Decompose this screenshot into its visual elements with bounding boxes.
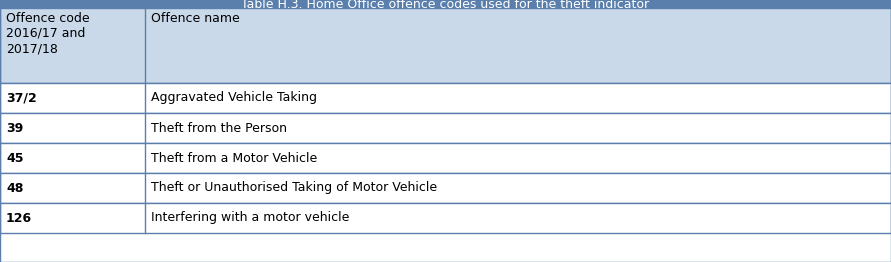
Text: 45: 45	[6, 151, 23, 165]
Text: 126: 126	[6, 211, 32, 225]
Text: Offence code
2016/17 and
2017/18: Offence code 2016/17 and 2017/18	[6, 12, 90, 55]
Bar	[0, 0, 891, 8]
Text: Offence name: Offence name	[151, 12, 240, 25]
Text: Theft from a Motor Vehicle: Theft from a Motor Vehicle	[151, 151, 317, 165]
Text: Table H.3. Home Office offence codes used for the theft indicator: Table H.3. Home Office offence codes use…	[241, 0, 650, 10]
Bar	[0, 8, 891, 83]
Text: Interfering with a motor vehicle: Interfering with a motor vehicle	[151, 211, 349, 225]
Text: 48: 48	[6, 182, 23, 194]
Bar	[0, 143, 891, 173]
Text: Theft or Unauthorised Taking of Motor Vehicle: Theft or Unauthorised Taking of Motor Ve…	[151, 182, 437, 194]
Bar	[0, 173, 891, 203]
Bar	[0, 203, 891, 233]
Bar	[0, 83, 891, 113]
Bar	[0, 113, 891, 143]
Text: Theft from the Person: Theft from the Person	[151, 122, 287, 134]
Text: 37/2: 37/2	[6, 91, 37, 105]
Text: 39: 39	[6, 122, 23, 134]
Text: Aggravated Vehicle Taking: Aggravated Vehicle Taking	[151, 91, 317, 105]
